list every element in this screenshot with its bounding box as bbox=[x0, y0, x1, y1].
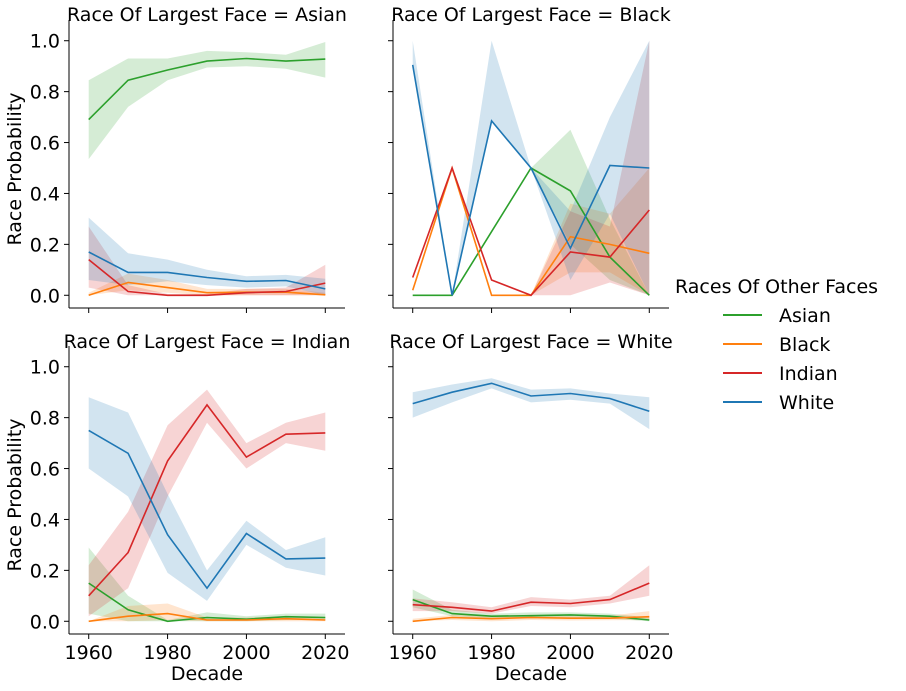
series-line-white bbox=[412, 382, 650, 413]
y-axis-label-top: Race Probability bbox=[4, 92, 26, 245]
legend-title: Races Of Other Faces bbox=[675, 276, 878, 298]
y-axis-label-bottom: Race Probability bbox=[4, 418, 26, 571]
panel-title: Race Of Largest Face = Indian bbox=[64, 331, 351, 353]
ci-band-asian bbox=[88, 42, 326, 160]
y-tick-label: 0.8 bbox=[30, 82, 60, 104]
series-line-white bbox=[88, 251, 326, 290]
series-line-asian bbox=[88, 57, 326, 121]
y-tick-label: 1.0 bbox=[30, 357, 60, 379]
axis-labels: Race Probability Race Probability Decade… bbox=[4, 92, 567, 685]
legend-label-white: White bbox=[779, 392, 834, 414]
ci-band-indian bbox=[412, 40, 650, 296]
ci-band-asian bbox=[88, 547, 326, 622]
x-tick-label: 1960 bbox=[389, 642, 437, 664]
y-tick-label: 1.0 bbox=[30, 31, 60, 53]
ci-band-black bbox=[412, 168, 650, 296]
facet-grid: Race Of Largest Face = Asian 0.0 0.2 0.4 0.6… bbox=[30, 4, 674, 664]
x-axis-label-right: Decade bbox=[495, 663, 567, 685]
x-tick-label: 1980 bbox=[467, 642, 515, 664]
legend: Races Of Other Faces Asian Black Indian Whi… bbox=[675, 276, 878, 414]
facet-panel-4: Race Of Largest Face = White 1960 1980 2000… bbox=[388, 331, 673, 664]
y-tick-label: 0.0 bbox=[30, 611, 60, 633]
ci-band-asian bbox=[412, 589, 650, 622]
ci-band-white bbox=[88, 397, 326, 601]
series-line-indian bbox=[412, 582, 650, 612]
legend-label-asian: Asian bbox=[779, 305, 831, 327]
series-line-asian bbox=[88, 582, 326, 623]
ci-band-black bbox=[88, 273, 326, 296]
x-tick-label: 2020 bbox=[625, 642, 673, 664]
y-tick-label: 0.8 bbox=[30, 408, 60, 430]
panel-title: Race Of Largest Face = White bbox=[389, 331, 672, 353]
series-line-indian bbox=[88, 403, 326, 597]
panel-title: Race Of Largest Face = Black bbox=[391, 4, 671, 26]
legend-label-indian: Indian bbox=[779, 363, 838, 385]
x-axis-label-left: Decade bbox=[171, 663, 243, 685]
series-line-indian bbox=[88, 258, 326, 297]
x-tick-label: 2000 bbox=[546, 642, 594, 664]
series-line-white bbox=[411, 64, 650, 296]
y-tick-label: 0.2 bbox=[30, 234, 60, 256]
x-tick-label: 1980 bbox=[143, 642, 191, 664]
y-tick-label: 0.0 bbox=[30, 285, 60, 307]
facet-panel-2: Race Of Largest Face = Black bbox=[388, 4, 671, 313]
y-tick-label: 0.2 bbox=[30, 560, 60, 582]
series-line-indian bbox=[411, 165, 650, 297]
ci-band-white bbox=[412, 378, 650, 430]
facet-panel-1: Race Of Largest Face = Asian 0.0 0.2 0.4 0.6… bbox=[30, 4, 347, 313]
y-tick-label: 0.4 bbox=[30, 509, 60, 531]
ci-band-black bbox=[88, 603, 326, 622]
x-tick-label: 1960 bbox=[65, 642, 113, 664]
series-line-black bbox=[88, 612, 326, 623]
x-tick-label: 2000 bbox=[222, 642, 270, 664]
series-line-white bbox=[88, 429, 326, 590]
y-tick-label: 0.4 bbox=[30, 183, 60, 205]
y-tick-label: 0.6 bbox=[30, 133, 60, 155]
facet-panel-3: Race Of Largest Face = Indian 0.0 0.2 0.4 0.… bbox=[30, 331, 351, 664]
series-line-black bbox=[412, 615, 650, 623]
y-tick-label: 0.6 bbox=[30, 459, 60, 481]
legend-label-black: Black bbox=[779, 334, 830, 356]
ci-band-white bbox=[88, 217, 326, 296]
panel-title: Race Of Largest Face = Asian bbox=[67, 4, 347, 26]
series-line-asian bbox=[412, 598, 650, 621]
x-tick-label: 2020 bbox=[301, 642, 349, 664]
